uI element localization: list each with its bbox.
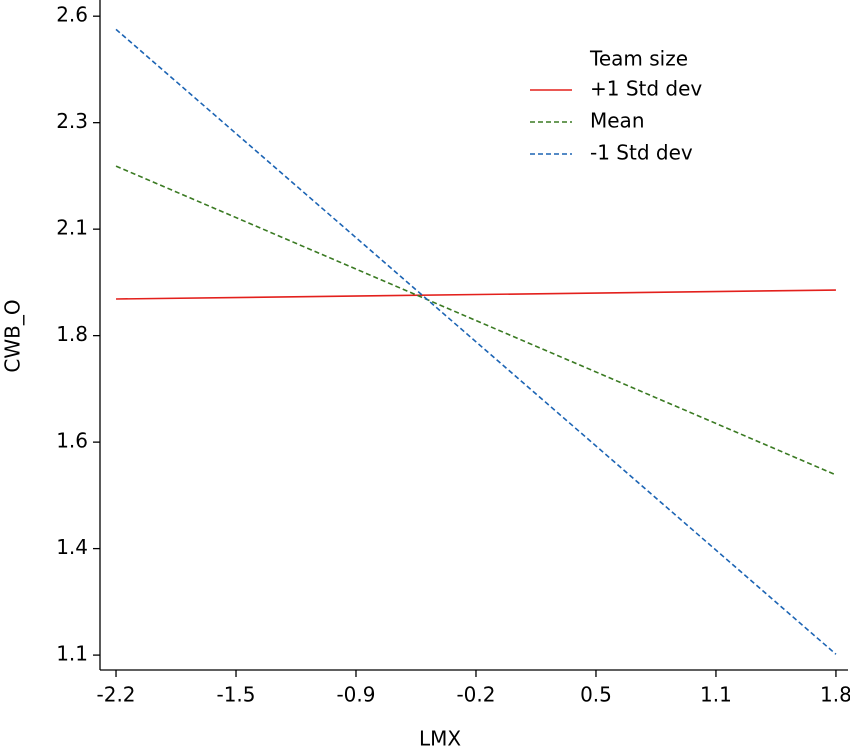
y-tick-label: 2.1 (56, 216, 88, 240)
y-tick-label: 2.3 (56, 109, 88, 133)
x-axis-label: LMX (419, 727, 461, 751)
legend-title: Team size (589, 47, 688, 71)
x-tick-label: 1.8 (820, 683, 850, 707)
series-line (115, 165, 837, 476)
y-tick-label: 1.8 (56, 322, 88, 346)
y-tick-label: 1.4 (56, 535, 88, 559)
x-tick-label: -0.9 (336, 683, 375, 707)
y-axis-label: CWB_O (1, 299, 25, 372)
y-tick-label: 1.1 (56, 642, 88, 666)
x-tick-label: -2.2 (97, 683, 136, 707)
legend-label: Mean (590, 109, 645, 133)
legend-label: -1 Std dev (590, 141, 693, 165)
x-tick-label: -0.2 (456, 683, 495, 707)
series-line (116, 289, 836, 300)
y-tick-label: 2.6 (56, 3, 88, 27)
x-tick-label: 0.5 (580, 683, 612, 707)
y-tick-label: 1.6 (56, 429, 88, 453)
x-tick-label: -1.5 (216, 683, 255, 707)
series-line (115, 28, 837, 655)
x-tick-label: 1.1 (700, 683, 732, 707)
legend-label: +1 Std dev (590, 77, 702, 101)
